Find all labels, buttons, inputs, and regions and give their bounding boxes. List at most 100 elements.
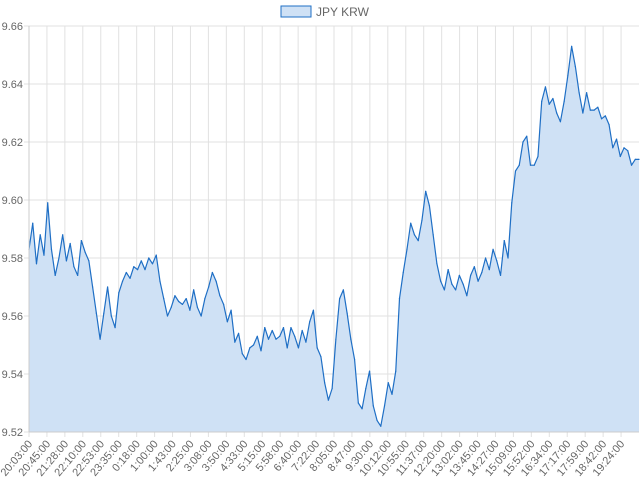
- data-point: [297, 347, 300, 349]
- data-point: [335, 338, 337, 340]
- data-point: [578, 92, 580, 94]
- legend[interactable]: JPY KRW: [280, 5, 370, 19]
- data-point: [245, 358, 247, 361]
- data-point: [402, 271, 404, 274]
- data-point: [398, 298, 401, 300]
- data-point: [477, 280, 479, 282]
- data-point: [421, 219, 423, 221]
- data-point: [451, 283, 453, 285]
- data-point: [312, 309, 315, 311]
- data-point: [634, 158, 636, 160]
- data-point: [256, 335, 258, 337]
- data-point: [376, 419, 378, 421]
- data-point: [436, 263, 438, 265]
- data-point: [447, 269, 449, 271]
- data-point: [230, 309, 232, 311]
- y-tick-label: 9.60: [2, 195, 23, 207]
- data-point: [324, 382, 326, 384]
- data-point: [320, 356, 322, 358]
- data-point: [582, 112, 584, 114]
- data-point: [361, 408, 363, 410]
- data-point: [32, 222, 34, 224]
- data-point: [425, 190, 427, 192]
- data-point: [544, 86, 547, 88]
- data-point: [586, 92, 588, 94]
- data-point: [58, 257, 60, 259]
- series-fill-jpy-krw: [29, 46, 639, 433]
- data-point: [473, 266, 475, 268]
- data-point: [155, 254, 157, 256]
- data-point: [529, 164, 532, 166]
- data-point: [496, 260, 498, 262]
- data-point: [223, 303, 225, 305]
- y-tick-label: 9.58: [2, 253, 23, 265]
- data-point: [151, 263, 154, 265]
- data-point: [204, 298, 206, 300]
- data-point: [458, 274, 460, 276]
- data-point: [144, 269, 146, 271]
- data-point: [511, 202, 513, 204]
- data-point: [215, 280, 217, 282]
- y-tick-label: 9.64: [2, 79, 23, 91]
- data-point: [466, 295, 468, 297]
- data-point: [196, 306, 198, 308]
- data-point: [99, 338, 101, 340]
- data-point: [193, 289, 195, 291]
- data-point: [106, 286, 109, 288]
- data-point: [533, 164, 535, 166]
- data-point: [440, 280, 442, 282]
- data-point: [353, 358, 356, 361]
- data-point: [612, 147, 614, 149]
- data-point: [604, 115, 606, 117]
- data-point: [39, 234, 41, 236]
- data-point: [507, 257, 509, 259]
- y-tick-label: 9.52: [2, 427, 23, 439]
- data-point: [391, 393, 393, 395]
- data-point: [481, 271, 483, 274]
- data-point: [597, 106, 599, 108]
- data-point: [339, 298, 341, 300]
- data-point: [365, 387, 367, 390]
- y-tick-label: 9.54: [2, 369, 23, 381]
- data-point: [211, 271, 213, 274]
- data-point: [350, 338, 352, 340]
- data-point: [65, 260, 68, 262]
- data-point: [563, 100, 565, 102]
- data-point: [121, 280, 124, 282]
- data-point: [567, 74, 569, 76]
- data-point: [331, 387, 333, 390]
- data-point: [170, 306, 172, 308]
- data-point: [62, 234, 64, 236]
- data-point: [133, 266, 135, 268]
- data-point: [492, 248, 494, 250]
- data-point: [600, 118, 603, 120]
- data-point: [264, 327, 266, 329]
- data-point: [282, 327, 285, 329]
- data-point: [271, 329, 273, 332]
- data-point: [110, 315, 112, 317]
- data-point: [181, 303, 184, 305]
- data-point: [148, 257, 150, 259]
- data-point: [462, 283, 464, 285]
- data-point: [69, 242, 71, 245]
- data-point: [136, 269, 139, 271]
- data-point: [185, 298, 187, 300]
- data-point: [35, 263, 38, 265]
- data-point: [638, 158, 640, 160]
- y-tick-label: 9.62: [2, 137, 23, 149]
- data-point: [380, 425, 382, 427]
- data-point: [346, 312, 348, 314]
- data-point: [305, 341, 307, 343]
- data-point: [395, 370, 397, 372]
- data-point: [410, 222, 412, 224]
- data-point: [541, 100, 543, 102]
- data-point: [92, 286, 94, 288]
- data-point: [73, 266, 75, 268]
- data-point: [301, 329, 303, 332]
- data-point: [200, 315, 202, 317]
- data-point: [43, 254, 45, 256]
- data-point: [294, 335, 296, 337]
- data-point: [428, 205, 431, 207]
- data-point: [383, 405, 386, 407]
- data-point: [226, 321, 228, 323]
